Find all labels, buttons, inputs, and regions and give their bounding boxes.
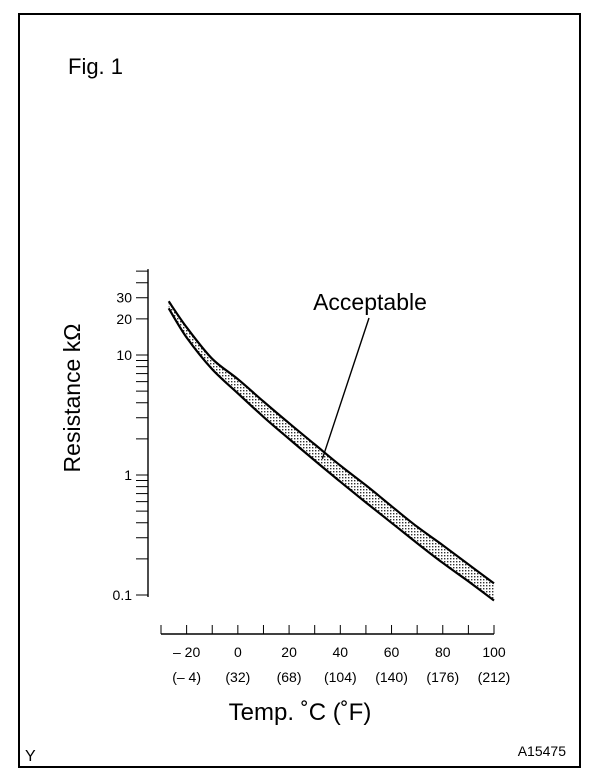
- y-tick-label: 10: [116, 347, 132, 363]
- x-tick-label: 100: [482, 644, 506, 660]
- x-axis: – 20 (– 4) 0 (32) 20 (68) 40 (104) 60 (140) 80 (176…: [160, 625, 511, 685]
- x-tick-sublabel: (– 4): [172, 669, 201, 685]
- x-tick-label: – 20: [173, 644, 200, 660]
- lower-limit-curve: [167, 307, 495, 602]
- x-tick-sublabel: (140): [375, 669, 408, 685]
- y-tick-label: 0.1: [113, 587, 133, 603]
- y-axis: 0.1 1 10 20 30: [113, 269, 149, 603]
- x-tick-label: 0: [234, 644, 242, 660]
- x-tick-sublabel: (212): [478, 669, 511, 685]
- y-tick-label: 20: [116, 311, 132, 327]
- y-axis-label: Resistance kΩ: [59, 324, 85, 473]
- corner-code-left: Y: [25, 748, 36, 765]
- acceptable-annotation-label: Acceptable: [313, 289, 427, 315]
- acceptable-band: [167, 300, 495, 602]
- figure-id-code: A15475: [518, 743, 566, 759]
- x-tick-sublabel: (32): [225, 669, 250, 685]
- x-tick-sublabel: (68): [277, 669, 302, 685]
- x-axis-label: Temp. ˚C (˚F): [229, 699, 372, 726]
- x-tick-sublabel: (104): [324, 669, 357, 685]
- x-tick-label: 60: [384, 644, 400, 660]
- figure-label: Fig. 1: [68, 54, 123, 79]
- figure-frame: [18, 13, 581, 768]
- annotation-leader-line: [321, 317, 370, 460]
- annotations: Acceptable: [313, 289, 427, 460]
- y-tick-label: 1: [124, 467, 132, 483]
- x-tick-label: 40: [333, 644, 349, 660]
- acceptable-band-fill: [168, 301, 494, 601]
- x-tick-label: 80: [435, 644, 451, 660]
- x-tick-label: 20: [281, 644, 297, 660]
- x-tick-sublabel: (176): [426, 669, 459, 685]
- y-tick-label: 30: [116, 290, 132, 306]
- upper-limit-curve: [167, 300, 495, 585]
